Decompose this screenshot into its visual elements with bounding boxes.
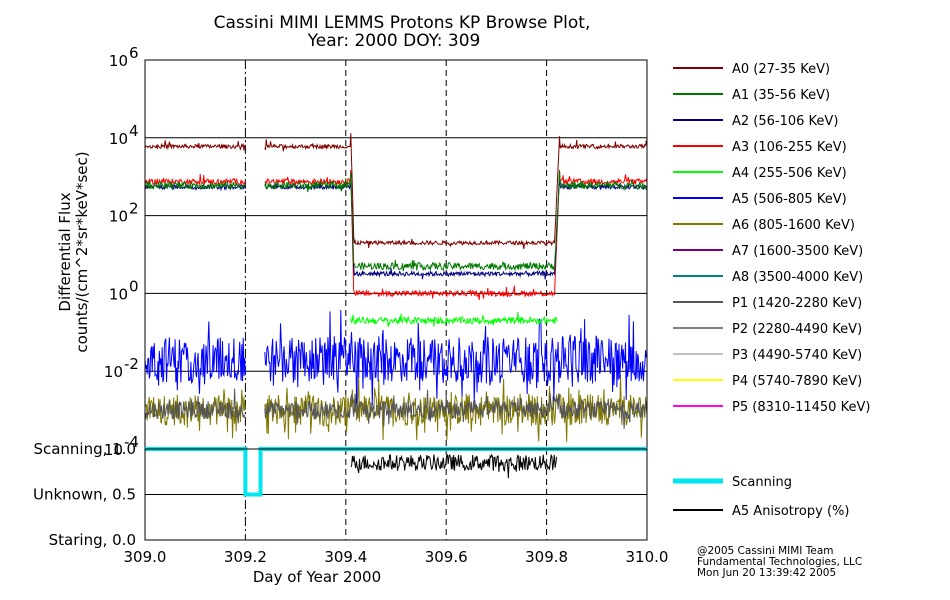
flux-panel-frame bbox=[144, 59, 648, 450]
legend-label: A3 (106-255 KeV) bbox=[732, 140, 847, 155]
mode-legend: Scanning A5 Anisotropy (%) bbox=[673, 475, 849, 519]
credit-line-3: Mon Jun 20 13:39:42 2005 bbox=[697, 567, 836, 579]
credit-line-1: @2005 Cassini MIMI Team bbox=[697, 545, 834, 557]
y-tick-label: 10 bbox=[109, 130, 128, 148]
y-axis-units-label: counts/(cm^2*sr*keV*sec) bbox=[73, 151, 91, 352]
x-tick-label: 309.0 bbox=[124, 548, 167, 566]
y-tick-label: 10 bbox=[104, 441, 123, 459]
x-ticks: 309.0 309.2 309.4 309.6 309.8 310.0 bbox=[124, 548, 669, 566]
legend-label: P4 (5740-7890 KeV) bbox=[732, 374, 862, 389]
y-tick-exponent: 4 bbox=[129, 122, 139, 140]
y-tick-label: 10 bbox=[104, 363, 123, 381]
chart-title: Cassini MIMI LEMMS Protons KP Browse Plo… bbox=[214, 13, 591, 33]
legend-label: P3 (4490-5740 KeV) bbox=[732, 348, 862, 363]
x-tick-label: 309.6 bbox=[425, 548, 468, 566]
legend-label: A2 (56-106 KeV) bbox=[732, 114, 838, 129]
series-line-a4 bbox=[351, 312, 560, 327]
x-tick-label: 310.0 bbox=[626, 548, 669, 566]
series-line-a0 bbox=[144, 133, 648, 249]
mode-y-tick-label: Scanning, 1.0 bbox=[33, 440, 136, 458]
mode-y-tick-label: Unknown, 0.5 bbox=[33, 486, 136, 504]
y-tick-exponent: 6 bbox=[129, 44, 139, 62]
mode-y-ticks: Scanning, 1.0 Unknown, 0.5 Staring, 0.0 bbox=[33, 440, 136, 549]
legend-label: Scanning bbox=[732, 475, 792, 490]
flux-legend: A0 (27-35 KeV) A1 (35-56 KeV) A2 (56-106 K… bbox=[673, 62, 870, 415]
x-tick-label: 309.8 bbox=[525, 548, 568, 566]
x-tick-label: 309.2 bbox=[224, 548, 267, 566]
flux-grid bbox=[145, 60, 647, 449]
y-tick-label: 10 bbox=[109, 208, 128, 226]
chart-subtitle: Year: 2000 DOY: 309 bbox=[307, 31, 481, 51]
series-line-a5 bbox=[144, 309, 648, 406]
series-line-a1 bbox=[144, 170, 648, 272]
series-line-scanning bbox=[145, 447, 647, 497]
credit-line-2: Fundamental Technologies, LLC bbox=[697, 556, 862, 568]
y-tick-exponent: -2 bbox=[124, 355, 139, 373]
flux-series bbox=[144, 133, 648, 442]
legend-label: A6 (805-1600 KeV) bbox=[732, 218, 855, 233]
legend-label: P1 (1420-2280 KeV) bbox=[732, 296, 862, 311]
x-axis-label: Day of Year 2000 bbox=[253, 568, 381, 586]
y-tick-exponent: 2 bbox=[129, 200, 139, 218]
legend-label: A7 (1600-3500 KeV) bbox=[732, 244, 863, 259]
mode-y-tick-label: Staring, 0.0 bbox=[49, 531, 136, 549]
mode-panel-frame bbox=[144, 448, 648, 541]
series-line-p1 bbox=[144, 388, 648, 429]
series-line-a5-anisotropy bbox=[350, 453, 558, 479]
legend-label: P2 (2280-4490 KeV) bbox=[732, 322, 862, 337]
legend-label: A8 (3500-4000 KeV) bbox=[732, 270, 863, 285]
y-tick-exponent: -4 bbox=[124, 433, 139, 451]
mode-series bbox=[145, 447, 647, 497]
legend-label: P5 (8310-11450 KeV) bbox=[732, 400, 870, 415]
legend-label: A1 (35-56 KeV) bbox=[732, 88, 830, 103]
legend-label: A5 Anisotropy (%) bbox=[732, 504, 849, 519]
legend-label: A5 (506-805 KeV) bbox=[732, 192, 847, 207]
legend-label: A4 (255-506 KeV) bbox=[732, 166, 847, 181]
x-tick-label: 309.4 bbox=[324, 548, 367, 566]
legend-label: A0 (27-35 KeV) bbox=[732, 62, 830, 77]
y-axis-label: Differential Flux bbox=[56, 192, 74, 311]
y-tick-exponent: 0 bbox=[129, 277, 139, 295]
y-tick-label: 10 bbox=[109, 285, 128, 303]
y-tick-label: 10 bbox=[109, 52, 128, 70]
series-line-a3 bbox=[144, 169, 648, 300]
